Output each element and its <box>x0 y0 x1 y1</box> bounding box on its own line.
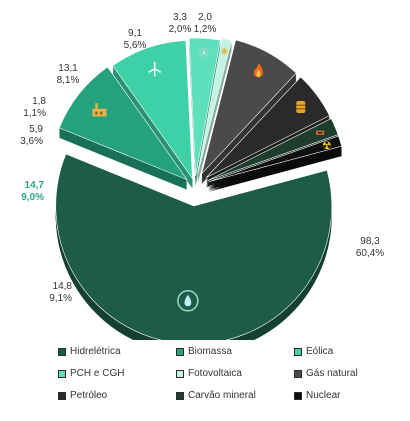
legend-item: Eólica <box>294 346 404 358</box>
legend-swatch <box>58 370 66 378</box>
legend-item: PCH e CGH <box>58 368 176 380</box>
value-label-0: 98,3 <box>360 236 380 247</box>
legend-label: Eólica <box>306 346 334 357</box>
factory-icon <box>92 103 107 117</box>
pie-chart: 98,360,4% 14,89,1% 14,79,0% 5,93,6% 1,81,1% 1… <box>20 12 384 340</box>
value-label-5: 13,1 <box>58 63 78 74</box>
radiation-icon <box>322 141 331 150</box>
legend-item: Petróleo <box>58 390 176 402</box>
pie-slice-1 <box>58 66 189 181</box>
value-label-1: 14,8 <box>53 281 73 292</box>
legend-swatch <box>294 392 302 400</box>
legend-label: Nuclear <box>306 390 341 401</box>
flame-icon <box>253 63 263 78</box>
legend-swatch <box>294 370 302 378</box>
legend-item: Fotovoltaica <box>176 368 294 380</box>
percent-label-4: 1,1% <box>23 108 46 119</box>
legend-label: Carvão mineral <box>188 390 256 401</box>
oil-barrel-icon <box>296 101 306 114</box>
pie-slice-3 <box>188 37 221 177</box>
legend-label: Gás natural <box>306 368 358 379</box>
value-label-6: 9,1 <box>128 28 142 39</box>
legend-swatch <box>58 392 66 400</box>
pie-slice-7 <box>207 118 339 181</box>
legend-item: Biomassa <box>176 346 294 358</box>
value-label-2: 14,7 <box>25 180 45 191</box>
percent-label-5: 8,1% <box>57 75 80 86</box>
pie-slice-8 <box>208 135 343 183</box>
legend-item: Gás natural <box>294 368 404 380</box>
pie-slice-2 <box>112 40 193 180</box>
legend-swatch <box>58 348 66 356</box>
legend: Hidrelétrica Biomassa Eólica PCH e CGH Fotov… <box>58 346 403 402</box>
sun-icon <box>220 47 228 55</box>
data-labels: 98,360,4% 14,89,1% 14,79,0% 5,93,6% 1,81,1% 1… <box>20 12 384 304</box>
legend-swatch <box>294 348 302 356</box>
legend-label: Hidrelétrica <box>70 346 121 357</box>
water-drop-icon <box>199 47 209 58</box>
legend-label: Fotovoltaica <box>188 368 242 379</box>
wind-turbine-icon <box>148 61 162 77</box>
legend-item: Nuclear <box>294 390 404 402</box>
pie-slice-4 <box>197 38 232 175</box>
legend-label: PCH e CGH <box>70 368 125 379</box>
value-label-4: 1,8 <box>32 96 46 107</box>
percent-label-6: 5,6% <box>124 40 147 51</box>
legend-swatch <box>176 370 184 378</box>
value-label-8: 2,0 <box>198 12 212 23</box>
pie-slice-5 <box>201 39 297 174</box>
percent-label-2: 9,0% <box>21 192 44 203</box>
percent-label-8: 1,2% <box>194 24 217 35</box>
legend-swatch <box>176 392 184 400</box>
legend-swatch <box>176 348 184 356</box>
water-drop-icon <box>177 290 199 312</box>
coal-icon <box>316 130 325 135</box>
pie-slices <box>55 37 343 340</box>
legend-item: Carvão mineral <box>176 390 294 402</box>
percent-label-3: 3,6% <box>20 136 43 147</box>
value-label-7: 3,3 <box>173 12 187 23</box>
percent-label-7: 2,0% <box>169 24 192 35</box>
pie-slice-0 <box>55 153 333 340</box>
legend-label: Biomassa <box>188 346 232 357</box>
percent-label-1: 9,1% <box>49 293 72 304</box>
legend-item: Hidrelétrica <box>58 346 176 358</box>
percent-label-0: 60,4% <box>356 248 384 259</box>
legend-label: Petróleo <box>70 390 108 401</box>
value-label-3: 5,9 <box>29 124 43 135</box>
